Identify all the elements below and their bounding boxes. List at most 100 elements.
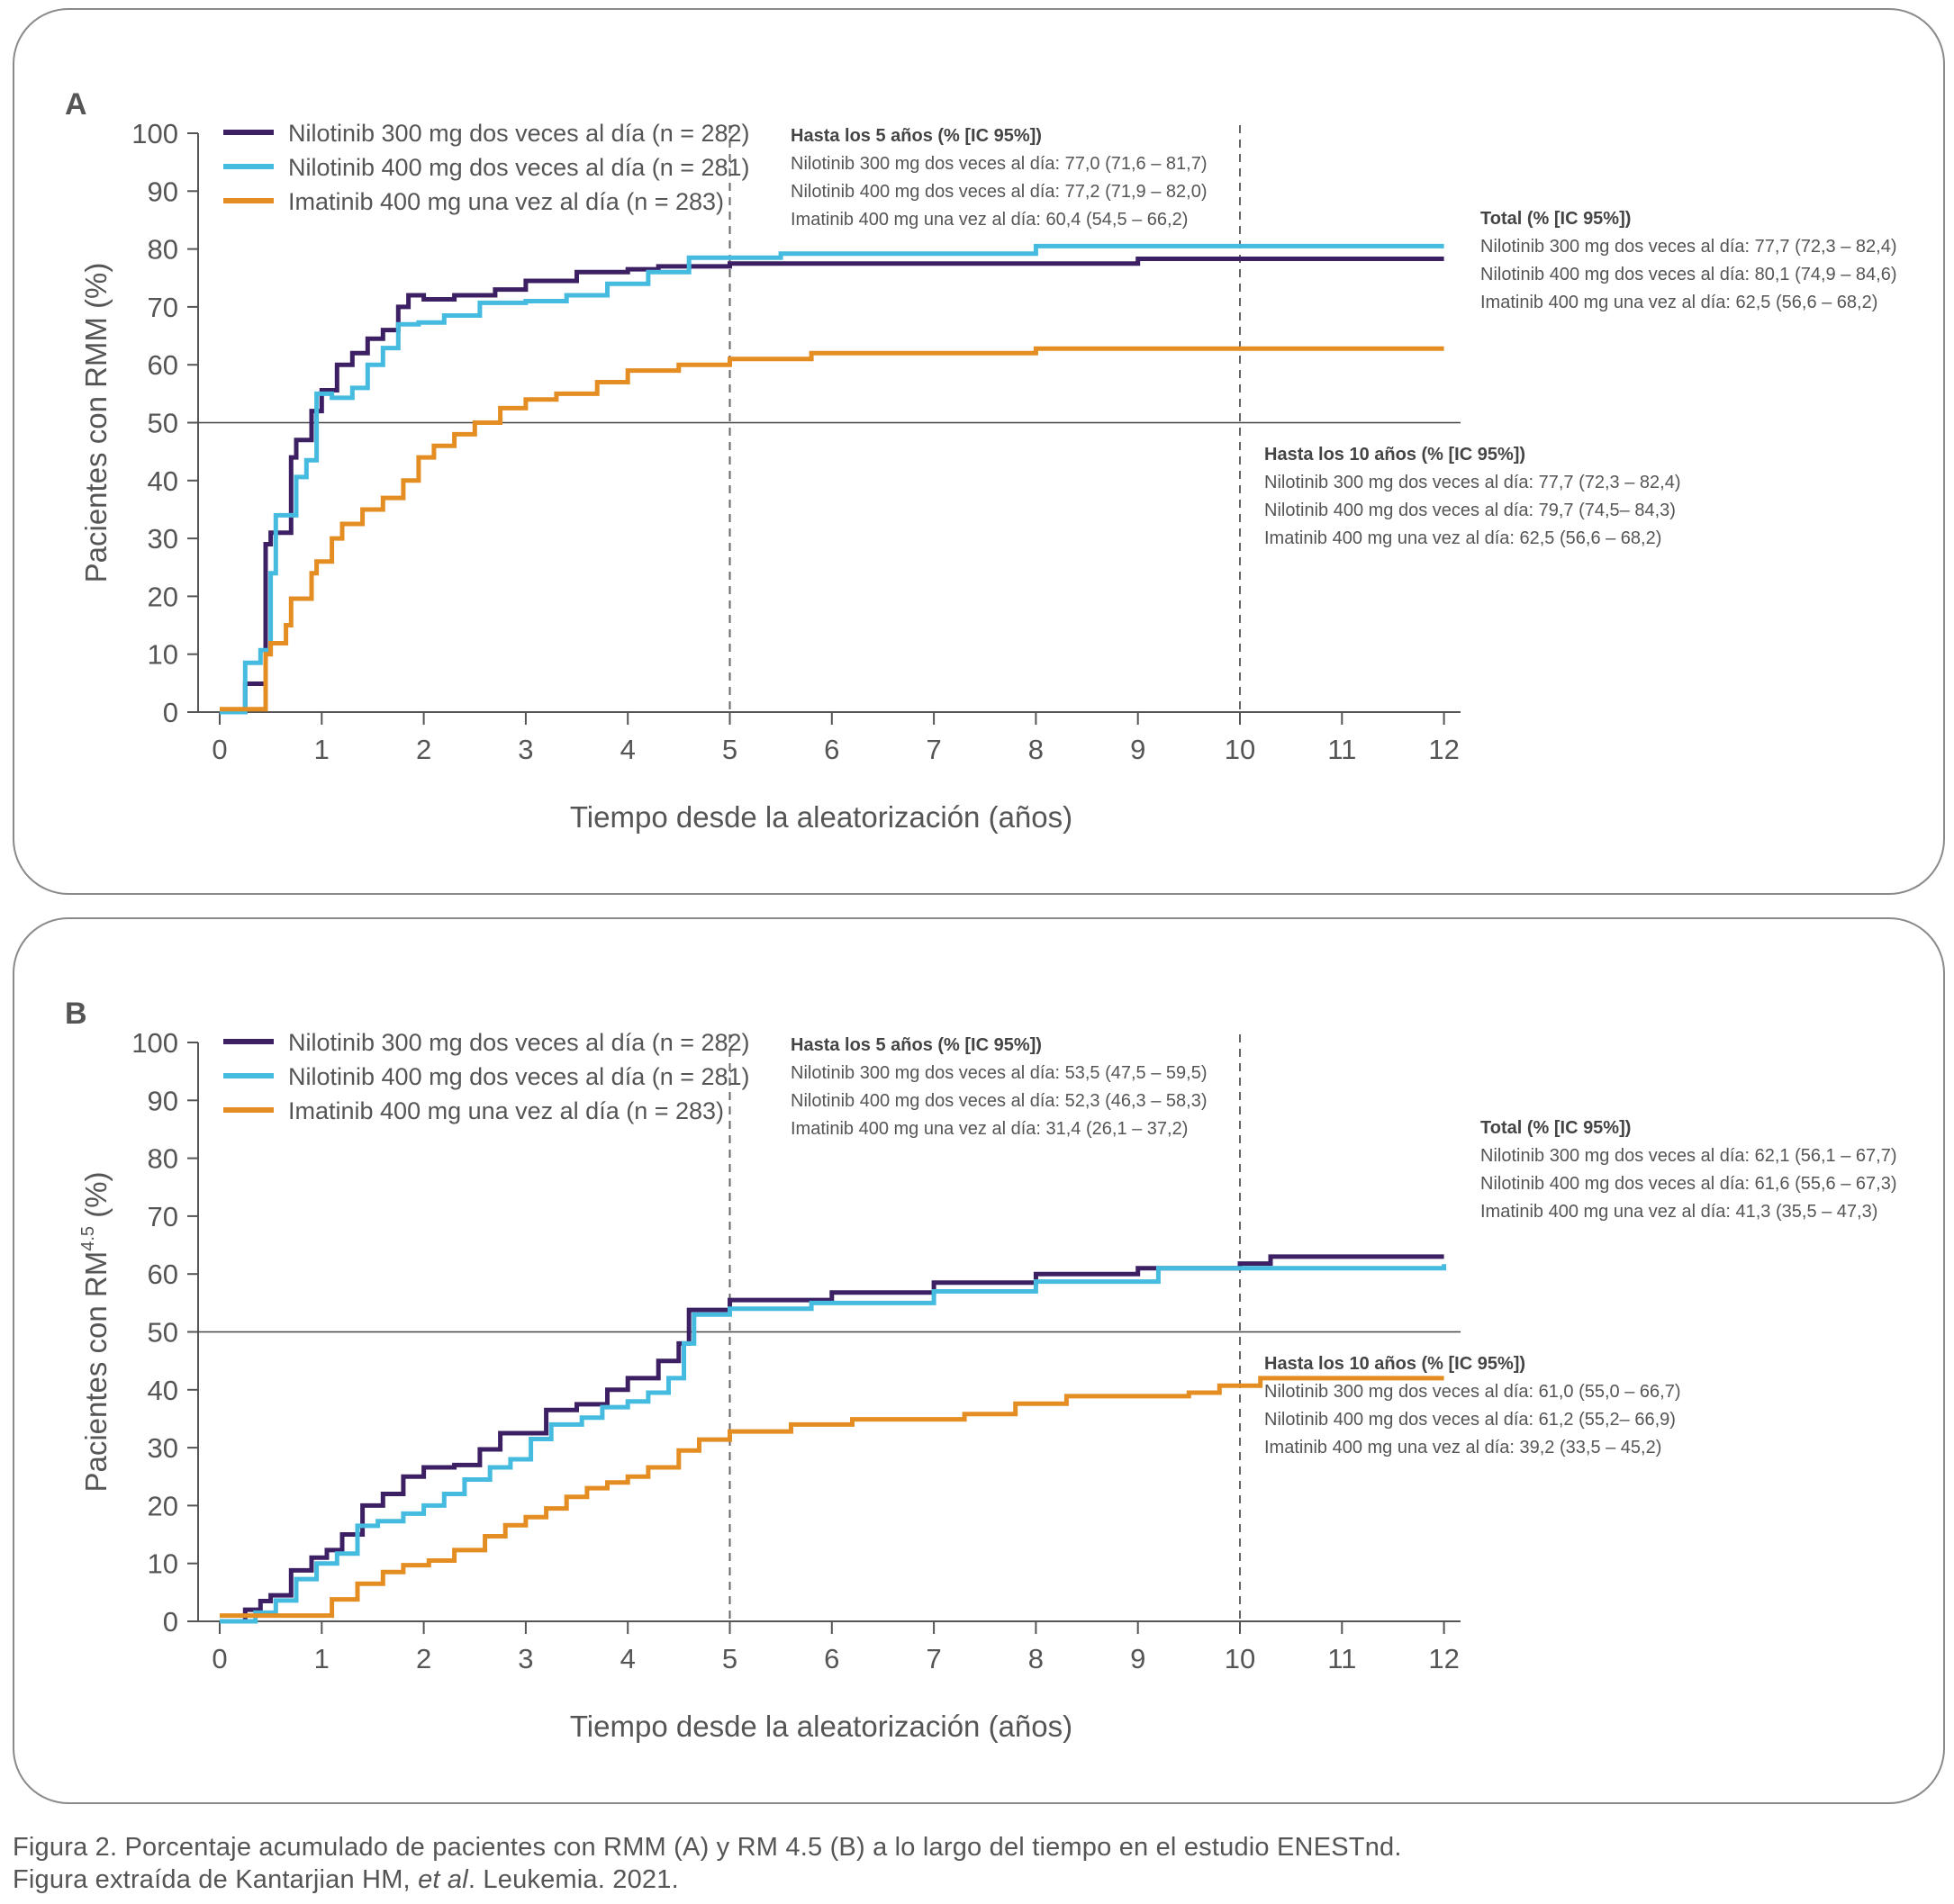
annotation-title: Hasta los 10 años (% [IC 95%])	[1264, 445, 1525, 465]
x-tick-label: 4	[620, 1643, 636, 1674]
series-line-ima400	[220, 1376, 1444, 1619]
y-axis-title-tail: (%)	[79, 1171, 113, 1226]
x-tick-label: 4	[620, 734, 636, 765]
y-tick-label: 30	[148, 523, 178, 555]
annotation-line: Imatinib 400 mg una vez al día: 60,4 (54…	[791, 210, 1188, 230]
x-axis-title: Tiempo desde la aleatorización (años)	[570, 1710, 1072, 1743]
annotation-line: Nilotinib 400 mg dos veces al día: 77,2 …	[791, 182, 1208, 202]
x-tick-label: 11	[1327, 734, 1356, 765]
chart-panel-a: A 0 10 20 30 40 50 60 70 80 90 100 0 1 2 3 4 5 6 7 8 9 10 11 12 T…	[13, 8, 1945, 895]
y-tick-label: 0	[163, 697, 178, 728]
y-tick-label: 100	[131, 1027, 178, 1059]
x-tick-label: 6	[824, 734, 839, 765]
annotation-line: Nilotinib 300 mg dos veces al día: 77,7 …	[1480, 237, 1897, 257]
x-tick-label: 10	[1225, 734, 1255, 765]
annotation-line: Imatinib 400 mg una vez al día: 41,3 (35…	[1480, 1202, 1877, 1222]
x-tick-label: 11	[1327, 1643, 1356, 1674]
y-tick-label: 70	[148, 1201, 178, 1232]
y-tick-label: 30	[148, 1432, 178, 1464]
legend-label: Nilotinib 400 mg dos veces al día (n = 2…	[288, 154, 750, 181]
figure-caption: Figura 2. Porcentaje acumulado de pacien…	[13, 1833, 1402, 1862]
source-text-pre: Figura extraída de Kantarjian HM,	[13, 1865, 419, 1894]
annotation-line: Nilotinib 300 mg dos veces al día: 77,0 …	[791, 154, 1208, 174]
y-axis-title: Pacientes con RM4.5 (%)	[78, 1171, 113, 1492]
annotation-title: Hasta los 5 años (% [IC 95%])	[791, 126, 1042, 146]
x-tick-label: 5	[722, 1643, 737, 1674]
annotation-line: Imatinib 400 mg una vez al día: 39,2 (33…	[1264, 1438, 1661, 1457]
y-tick-label: 0	[163, 1606, 178, 1638]
annotation-title: Total (% [IC 95%])	[1480, 1118, 1631, 1138]
x-tick-label: 2	[416, 1643, 431, 1674]
y-tick-label: 80	[148, 1143, 178, 1175]
y-tick-label: 50	[148, 1317, 178, 1349]
x-tick-label: 2	[416, 734, 431, 765]
x-tick-label: 10	[1225, 1643, 1255, 1674]
annotation-line: Imatinib 400 mg una vez al día: 62,5 (56…	[1480, 293, 1877, 312]
y-axis-title-main: Pacientes con RMM (%)	[79, 263, 113, 583]
y-tick-label: 70	[148, 292, 178, 323]
y-tick-label: 60	[148, 1259, 178, 1290]
annotation-line: Nilotinib 400 mg dos veces al día: 52,3 …	[791, 1091, 1208, 1111]
x-tick-label: 3	[518, 1643, 533, 1674]
y-tick-label: 10	[148, 1548, 178, 1580]
series-line-nil400	[220, 243, 1444, 715]
x-tick-label: 12	[1428, 734, 1459, 765]
annotation-title: Hasta los 5 años (% [IC 95%])	[791, 1035, 1042, 1055]
y-tick-label: 50	[148, 408, 178, 439]
x-axis-title: Tiempo desde la aleatorización (años)	[570, 800, 1072, 834]
legend-label: Imatinib 400 mg una vez al día (n = 283)	[288, 188, 724, 215]
y-tick-label: 60	[148, 349, 178, 381]
y-tick-label: 90	[148, 1085, 178, 1116]
y-tick-label: 90	[148, 176, 178, 207]
annotation-line: Nilotinib 400 mg dos veces al día: 61,2 …	[1264, 1410, 1676, 1430]
y-tick-label: 80	[148, 234, 178, 266]
source-text-post: . Leukemia. 2021.	[467, 1865, 679, 1894]
x-tick-label: 1	[314, 734, 330, 765]
x-tick-label: 5	[722, 734, 737, 765]
y-axis-title-sup: 4.5	[78, 1226, 98, 1251]
annotation-line: Nilotinib 300 mg dos veces al día: 62,1 …	[1480, 1146, 1897, 1166]
series-line-nil400	[220, 1264, 1447, 1624]
series-line-ima400	[220, 346, 1444, 712]
x-tick-label: 7	[926, 734, 941, 765]
y-tick-label: 40	[148, 465, 178, 497]
x-tick-label: 8	[1028, 1643, 1044, 1674]
annotation-line: Nilotinib 400 mg dos veces al día: 61,6 …	[1480, 1174, 1897, 1194]
legend-label: Nilotinib 300 mg dos veces al día (n = 2…	[288, 1029, 750, 1056]
x-tick-label: 8	[1028, 734, 1044, 765]
x-tick-label: 0	[212, 734, 227, 765]
legend-label: Imatinib 400 mg una vez al día (n = 283)	[288, 1097, 724, 1124]
annotation-line: Nilotinib 400 mg dos veces al día: 79,7 …	[1264, 501, 1676, 520]
x-tick-label: 0	[212, 1643, 227, 1674]
x-tick-label: 12	[1428, 1643, 1459, 1674]
panel-label: A	[65, 87, 87, 122]
panel-label: B	[65, 997, 87, 1031]
annotation-title: Hasta los 10 años (% [IC 95%])	[1264, 1354, 1525, 1374]
legend-label: Nilotinib 400 mg dos veces al día (n = 2…	[288, 1063, 750, 1090]
annotation-line: Imatinib 400 mg una vez al día: 31,4 (26…	[791, 1119, 1188, 1139]
annotation-title: Total (% [IC 95%])	[1480, 209, 1631, 229]
source-text-em: et al	[418, 1865, 468, 1894]
y-axis-title-main: Pacientes con RM	[79, 1251, 113, 1493]
x-tick-label: 1	[314, 1643, 330, 1674]
y-tick-label: 100	[131, 118, 178, 149]
y-tick-label: 40	[148, 1375, 178, 1406]
y-tick-label: 20	[148, 1490, 178, 1521]
annotation-line: Nilotinib 300 mg dos veces al día: 77,7 …	[1264, 473, 1681, 492]
legend-label: Nilotinib 300 mg dos veces al día (n = 2…	[288, 120, 750, 147]
x-tick-label: 7	[926, 1643, 941, 1674]
y-tick-label: 20	[148, 581, 178, 612]
annotation-line: Imatinib 400 mg una vez al día: 62,5 (56…	[1264, 528, 1661, 548]
figure-source: Figura extraída de Kantarjian HM, et al.…	[13, 1865, 679, 1895]
annotation-line: Nilotinib 400 mg dos veces al día: 80,1 …	[1480, 265, 1897, 284]
x-tick-label: 3	[518, 734, 533, 765]
annotation-line: Nilotinib 300 mg dos veces al día: 61,0 …	[1264, 1382, 1681, 1402]
x-tick-label: 9	[1130, 1643, 1145, 1674]
annotation-line: Nilotinib 300 mg dos veces al día: 53,5 …	[791, 1063, 1208, 1083]
series-line-nil300	[220, 257, 1444, 715]
chart-panel-b: B 0 10 20 30 40 50 60 70 80 90 100 0 1 2 3 4 5 6 7 8 9 10 11 12 T…	[13, 917, 1945, 1804]
x-tick-label: 9	[1130, 734, 1145, 765]
x-tick-label: 6	[824, 1643, 839, 1674]
